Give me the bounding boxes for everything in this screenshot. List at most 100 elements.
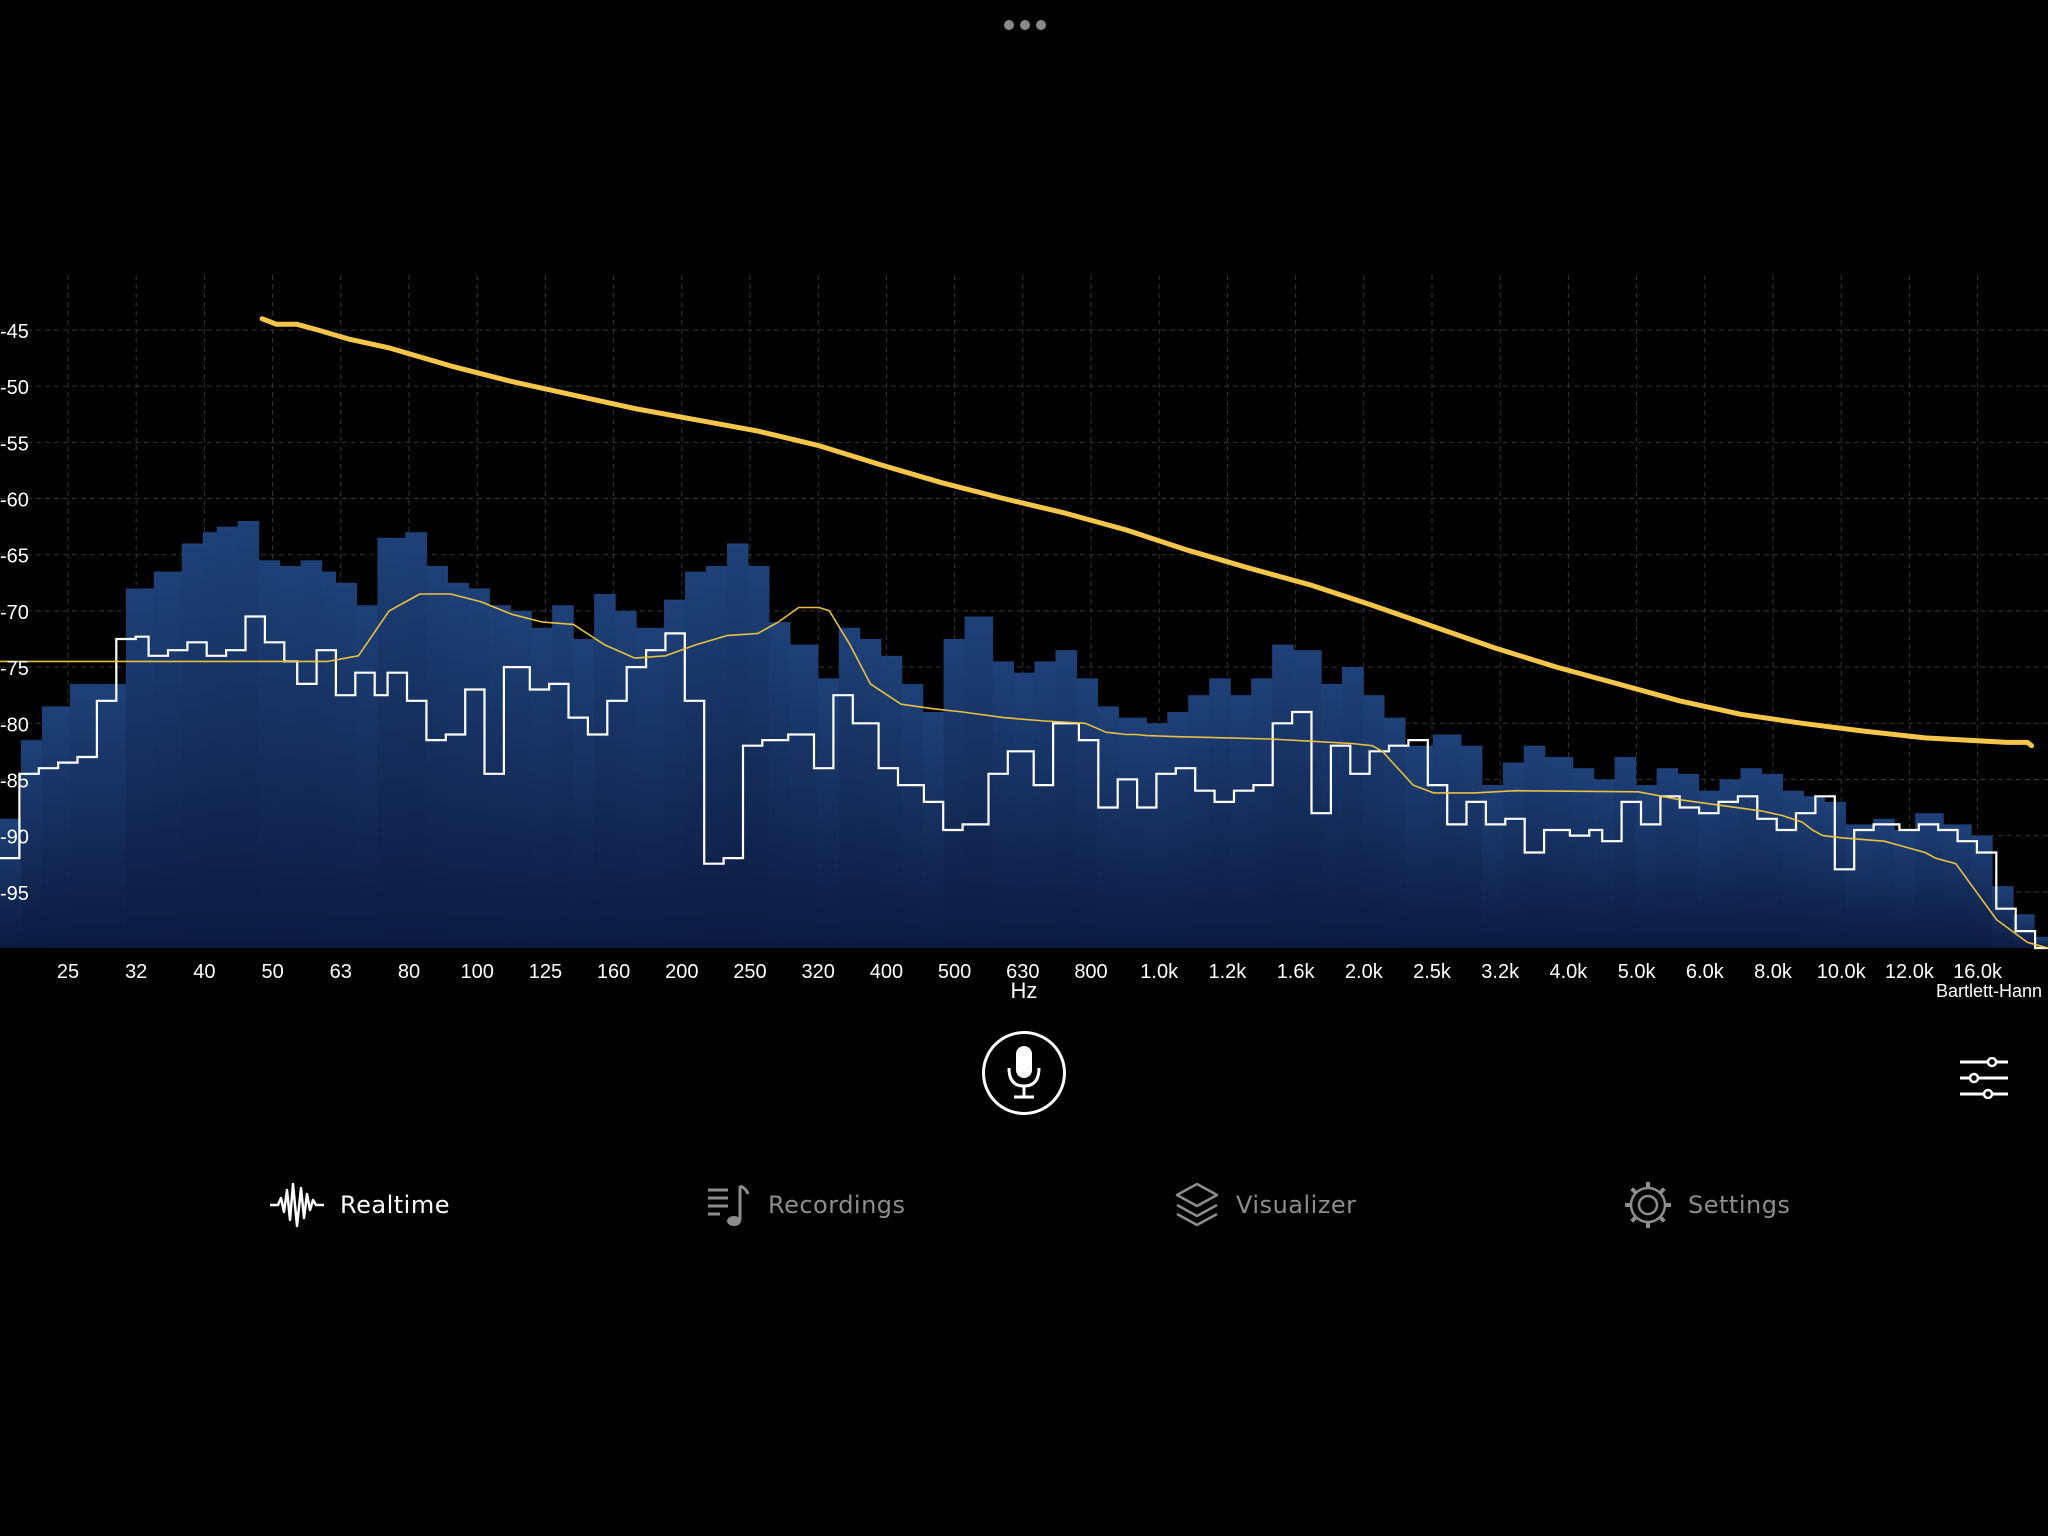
spectrum-bar [810,644,819,948]
spectrum-bar [223,526,232,948]
tab-recordings-label: Recordings [768,1191,906,1219]
spectrum-bar [216,526,225,948]
spectrum-bar [230,526,239,948]
spectrum-bar [503,605,511,948]
spectrum-bar [782,622,791,948]
spectrum-bar [845,627,854,948]
spectrum-bar [1125,717,1133,948]
spectrum-bar [1474,745,1483,948]
spectrum-bar [1069,650,1078,948]
spectrum-bar [1244,695,1252,948]
spectrum-bar [1901,830,1909,948]
spectrum-bar [1432,734,1441,948]
spectrum-bar [398,537,407,948]
spectrum-bar [1314,650,1322,948]
microphone-icon [1007,1046,1041,1099]
spectrum-bar [1880,818,1888,948]
spectrum-bar [1691,773,1700,948]
spectrum-bar [300,560,309,948]
spectrum-bar [999,661,1008,948]
spectrum-bar [1272,644,1280,948]
spectrum-bar [104,683,113,948]
spectrum-bar [1719,779,1728,948]
x-tick-label: 1.0k [1140,961,1179,983]
tab-realtime-label: Realtime [340,1191,450,1219]
spectrum-bar [1810,796,1818,948]
spectrum-bar [643,627,651,948]
x-tick-label: 40 [193,961,215,983]
spectrum-bar [1174,712,1182,948]
spectrum-bar [1258,678,1266,948]
spectrum-bar [1425,745,1434,948]
spectrum-bar [251,520,260,948]
y-tick-label: -75 [0,658,29,680]
spectrum-bar [1104,706,1112,948]
spectrum-bar [2041,936,2048,948]
tab-settings[interactable]: Settings [1624,1170,1790,1240]
spectrum-bar [803,644,812,948]
window-function-label[interactable]: Bartlett-Hann [1936,981,2042,1001]
spectrum-bar [908,683,917,948]
spectrum-bar [1523,745,1532,948]
spectrum-bar [454,582,462,948]
x-tick-label: 63 [330,961,352,983]
spectrum-bar [1579,768,1588,948]
x-tick-label: 160 [597,961,630,983]
spectrum-bar [545,627,553,948]
spectrum-bar [1754,768,1763,948]
spectrum-bar [524,610,532,948]
spectrum-bar [650,627,658,948]
x-tick-label: 10.0k [1817,961,1867,983]
spectrum-bar [1838,801,1846,948]
spectrum-bar [594,594,602,948]
spectrum-bar [2006,886,2014,948]
spectrum-bar [1342,667,1350,948]
spectrum-bar [671,599,679,948]
spectrum-bar [664,599,672,948]
spectrum-bar [1936,813,1944,948]
spectrum-bar [1041,661,1050,948]
spectrum-bar [1726,779,1735,948]
spectrum-bar [1153,723,1161,948]
spectrum-bar [391,537,400,948]
spectrum-bar [901,683,910,948]
spectrum-bar [1223,678,1231,948]
spectrum-bar [1020,672,1029,948]
spectrum-bar [244,520,253,948]
spectrum-bar [1852,824,1860,948]
spectrum-bar [1062,650,1071,948]
spectrum-bar [1915,813,1923,948]
spectrum-bar [1237,695,1245,948]
x-tick-label: 3.2k [1481,961,1520,983]
peak-spectrum-line [259,316,2035,749]
microphone-button[interactable] [982,1031,1066,1115]
spectrum-bar [1866,824,1874,948]
x-tick-label: 4.0k [1549,961,1588,983]
spectrum-bar [1817,796,1825,948]
spectrum-bar [1845,824,1853,948]
spectrum-bar [1188,695,1196,948]
tab-realtime[interactable]: Realtime [270,1170,450,1240]
x-tick-label: 1.6k [1277,961,1316,983]
spectrum-bar [1118,717,1126,948]
spectrum-bar [657,627,665,948]
spectrum-bar [873,638,882,948]
more-dots-icon[interactable] [995,16,1055,34]
tab-visualizer[interactable]: Visualizer [1174,1170,1357,1240]
spectrum-bar [775,622,784,948]
spectrum-bar [1027,672,1036,948]
spectrum-bar [181,543,190,948]
x-tick-label: 12.0k [1885,961,1935,983]
spectrum-bar [1160,723,1168,948]
spectrum-bar [335,582,344,948]
spectrum-bar [1740,768,1749,948]
spectrum-bar [384,537,393,948]
spectrum-bar [468,588,476,948]
spectrum-bar [1356,667,1364,948]
spectrum-bar [1894,830,1902,948]
sliders-icon[interactable] [1958,1057,2010,1099]
tab-recordings[interactable]: Recordings [706,1170,906,1240]
spectrum-bar [1873,818,1881,948]
spectrum-bar [1404,745,1413,948]
spectrum-bar [0,818,8,948]
